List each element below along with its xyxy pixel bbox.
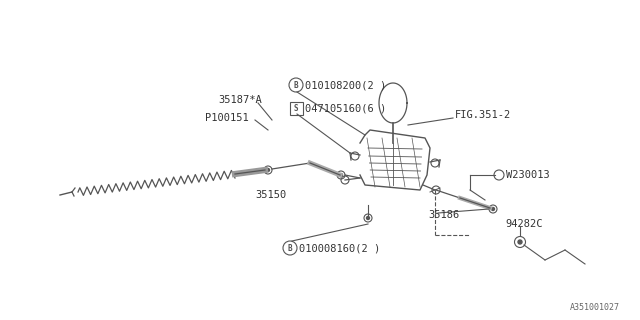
Text: 35187*A: 35187*A [218, 95, 262, 105]
Text: 94282C: 94282C [505, 219, 543, 229]
Text: 010108200(2 ): 010108200(2 ) [305, 80, 387, 90]
Text: P100151: P100151 [205, 113, 249, 123]
Text: 35186: 35186 [428, 210, 460, 220]
Circle shape [266, 169, 269, 172]
Circle shape [339, 173, 342, 177]
Circle shape [518, 240, 522, 244]
Text: B: B [288, 244, 292, 252]
Circle shape [367, 217, 369, 220]
Text: 010008160(2 ): 010008160(2 ) [299, 243, 380, 253]
Text: 35150: 35150 [255, 190, 286, 200]
Text: W230013: W230013 [506, 170, 550, 180]
Text: S: S [294, 103, 298, 113]
Text: A351001027: A351001027 [570, 303, 620, 312]
Text: 047105160(6 ): 047105160(6 ) [305, 103, 387, 113]
Bar [289, 101, 303, 115]
Text: FIG.351-2: FIG.351-2 [455, 110, 511, 120]
Text: B: B [294, 81, 298, 90]
Circle shape [492, 207, 495, 211]
